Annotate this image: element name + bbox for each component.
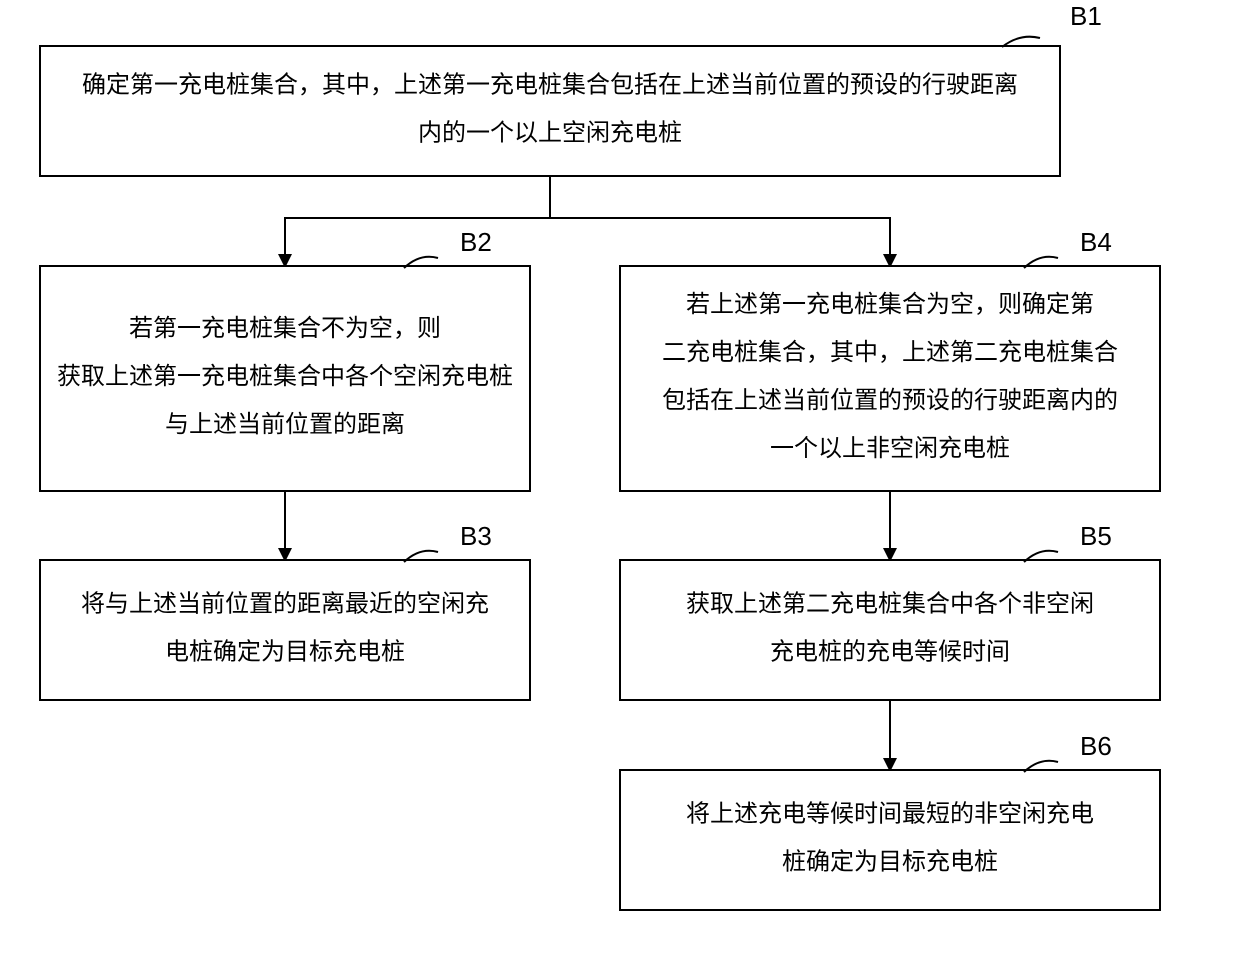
node-box (620, 560, 1160, 700)
node-label-b5: B5 (1080, 521, 1112, 551)
node-text-line: 获取上述第二充电桩集合中各个非空闲 (686, 591, 1094, 618)
node-text-line: 若上述第一充电桩集合为空，则确定第 (686, 291, 1094, 318)
flow-edge (550, 176, 890, 266)
flow-edge (285, 176, 550, 266)
node-label-b3: B3 (460, 521, 492, 551)
node-label-b1: B1 (1070, 1, 1102, 31)
flow-node-b4: 若上述第一充电桩集合为空，则确定第二充电桩集合，其中，上述第二充电桩集合包括在上… (620, 266, 1160, 491)
flow-node-b1: 确定第一充电桩集合，其中，上述第一充电桩集合包括在上述当前位置的预设的行驶距离内… (40, 46, 1060, 176)
node-text-line: 确定第一充电桩集合，其中，上述第一充电桩集合包括在上述当前位置的预设的行驶距离 (82, 72, 1018, 99)
node-box (620, 770, 1160, 910)
node-text-line: 若第一充电桩集合不为空，则 (129, 315, 441, 342)
flowchart-canvas: 确定第一充电桩集合，其中，上述第一充电桩集合包括在上述当前位置的预设的行驶距离内… (0, 0, 1239, 956)
node-text-line: 将上述充电等候时间最短的非空闲充电 (686, 801, 1094, 828)
node-label-b2: B2 (460, 227, 492, 257)
node-text-line: 充电桩的充电等候时间 (770, 639, 1010, 666)
node-label-b4: B4 (1080, 227, 1112, 257)
nodes-layer: 确定第一充电桩集合，其中，上述第一充电桩集合包括在上述当前位置的预设的行驶距离内… (40, 46, 1160, 910)
flow-node-b3: 将与上述当前位置的距离最近的空闲充电桩确定为目标充电桩 (40, 560, 530, 700)
flow-node-b2: 若第一充电桩集合不为空，则获取上述第一充电桩集合中各个空闲充电桩与上述当前位置的… (40, 266, 530, 491)
node-text-line: 桩确定为目标充电桩 (782, 849, 998, 876)
node-label-b6: B6 (1080, 731, 1112, 761)
node-text-line: 电桩确定为目标充电桩 (165, 639, 405, 666)
node-box (40, 46, 1060, 176)
node-text-line: 一个以上非空闲充电桩 (770, 435, 1010, 462)
node-text-line: 包括在上述当前位置的预设的行驶距离内的 (662, 387, 1118, 414)
node-text-line: 获取上述第一充电桩集合中各个空闲充电桩 (57, 363, 513, 390)
flow-node-b6: 将上述充电等候时间最短的非空闲充电桩确定为目标充电桩 (620, 770, 1160, 910)
node-text-line: 将与上述当前位置的距离最近的空闲充 (81, 591, 489, 618)
flow-node-b5: 获取上述第二充电桩集合中各个非空闲充电桩的充电等候时间 (620, 560, 1160, 700)
node-text-line: 二充电桩集合，其中，上述第二充电桩集合 (662, 339, 1118, 366)
node-text-line: 与上述当前位置的距离 (165, 411, 405, 438)
node-box (40, 560, 530, 700)
node-text-line: 内的一个以上空闲充电桩 (418, 120, 682, 147)
